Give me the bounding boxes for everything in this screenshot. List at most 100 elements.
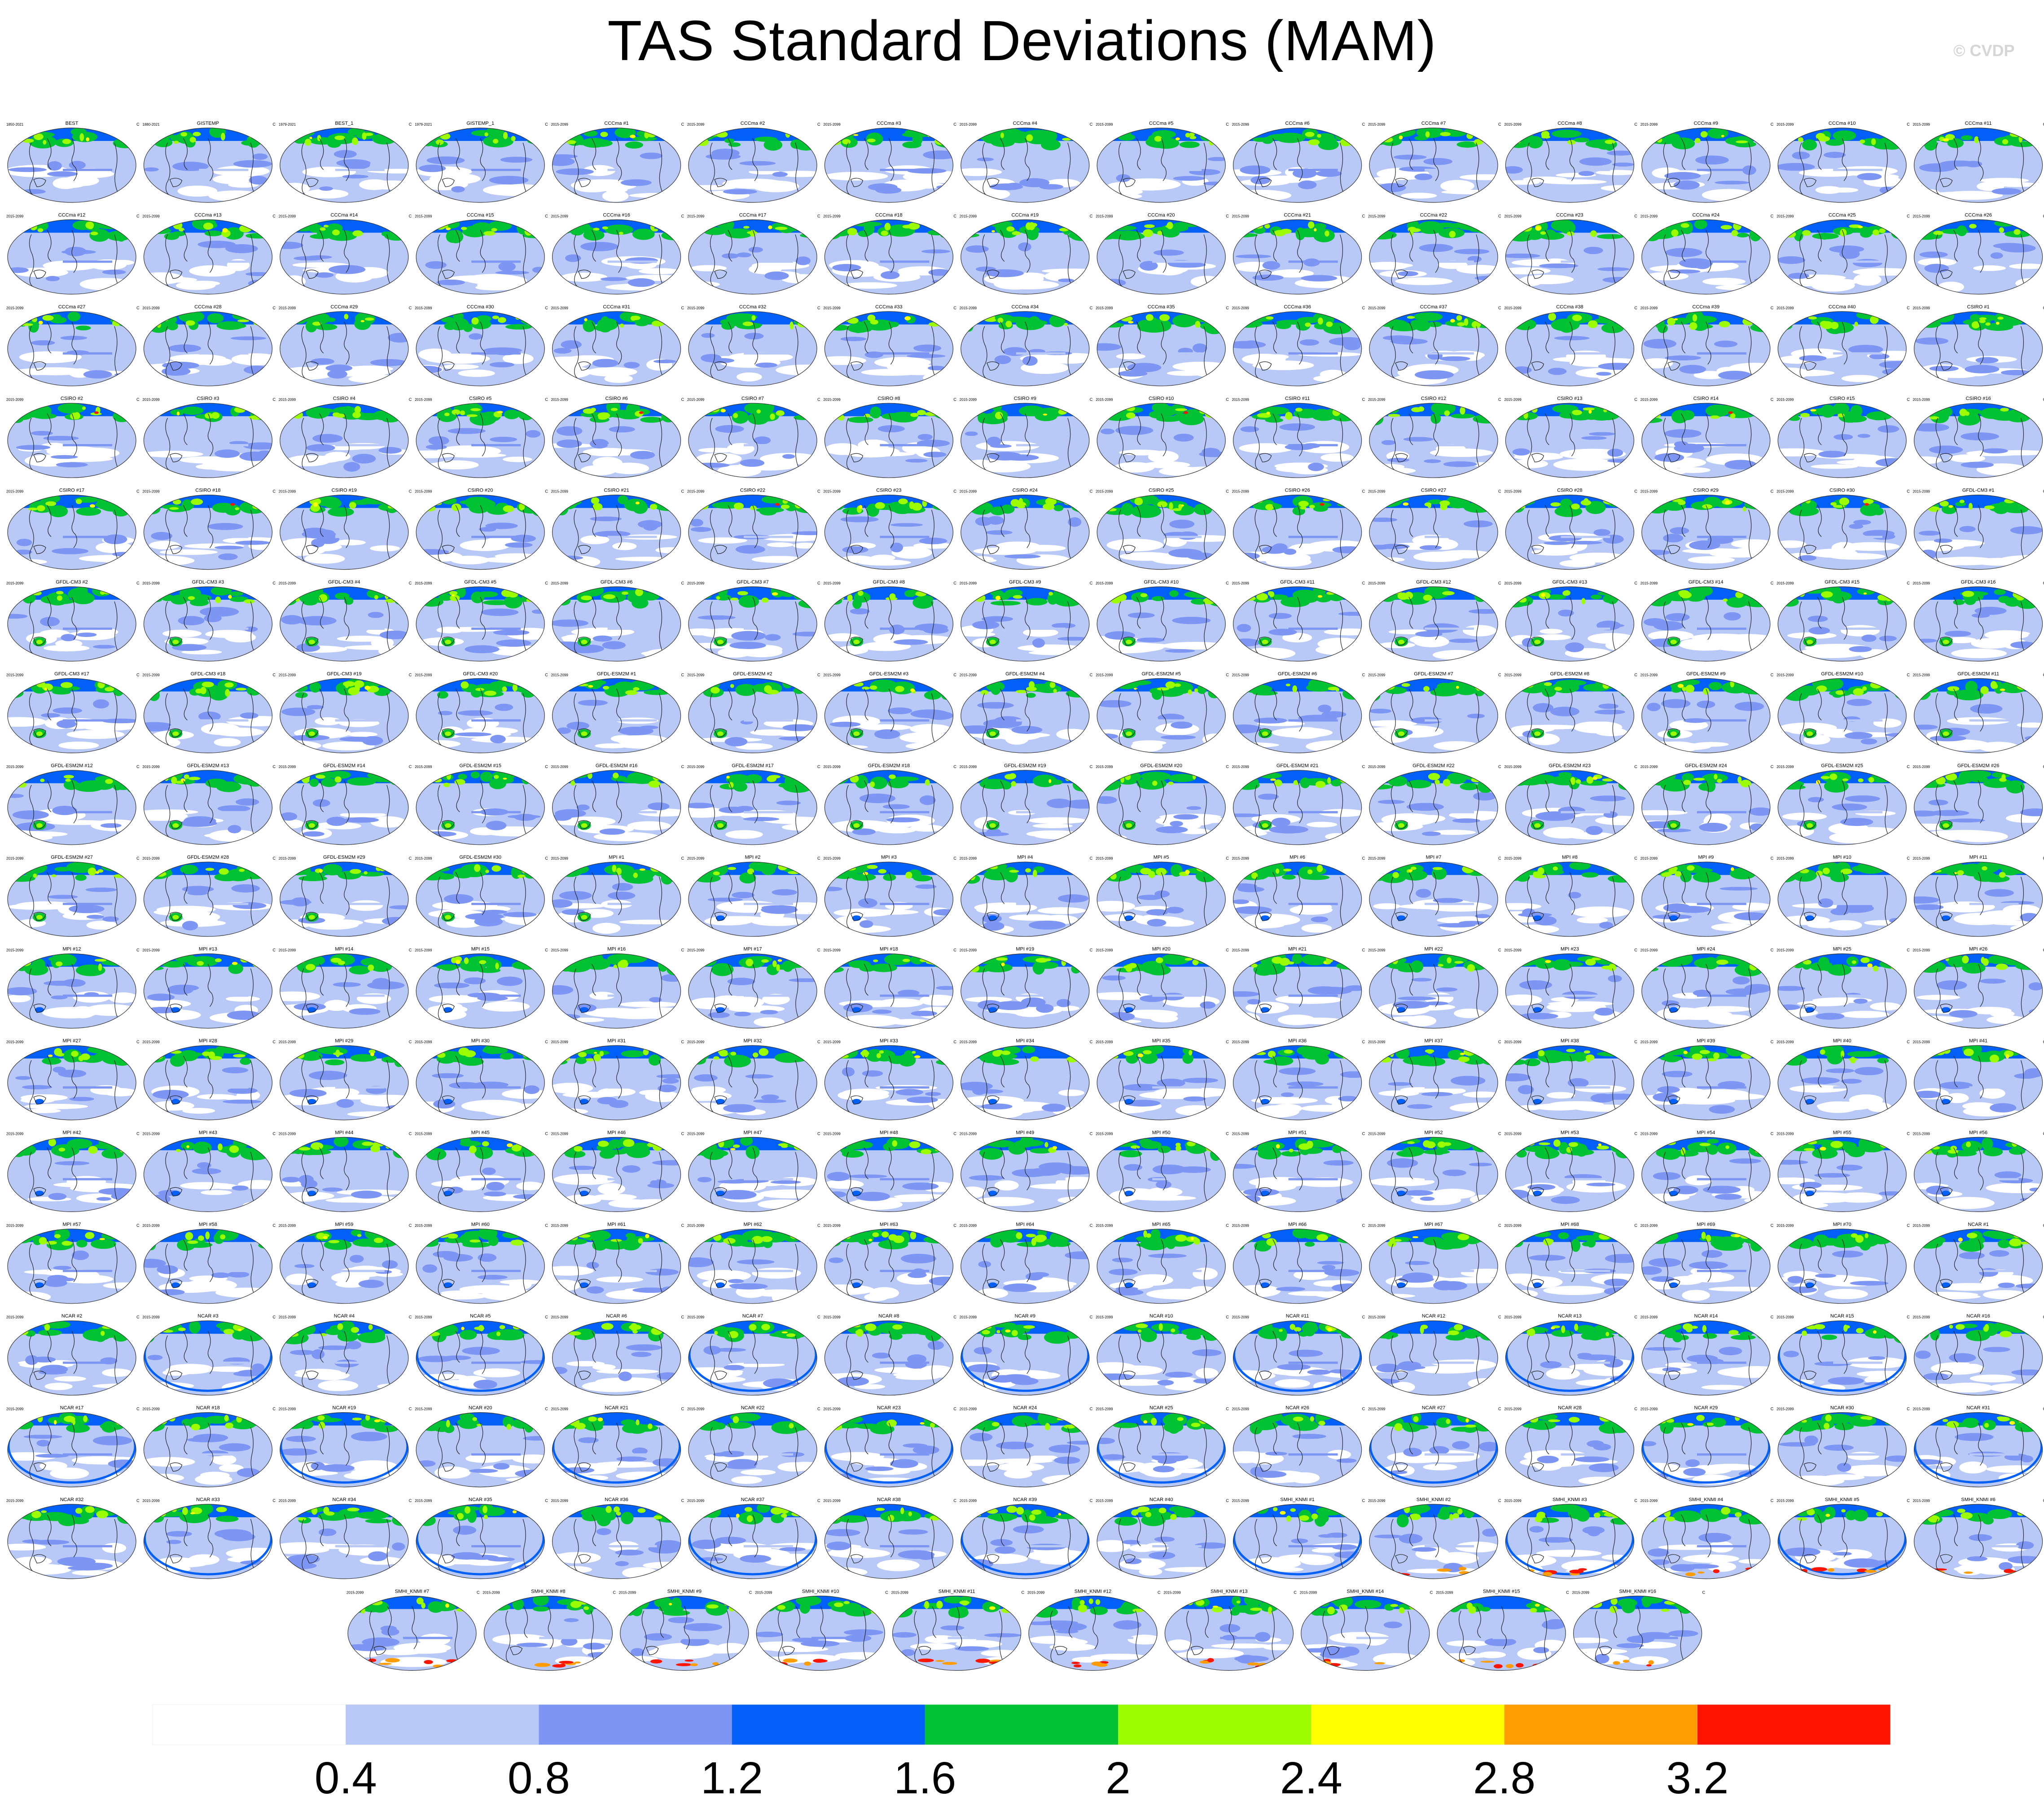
panel-period: 2015-2099 [551,581,569,585]
coastlines [1799,138,1888,196]
panel-period: 2015-2099 [6,214,24,218]
panel-title: CSIRO #9 [1014,396,1036,401]
coastlines [301,138,390,196]
map-panel: 2015-2099 GFDL-CM3 #2 C [6,580,140,662]
panel-title: CCCma #9 [1694,121,1718,126]
map-field [552,311,681,386]
panel-period: 2015-2099 [1913,306,1930,310]
panel-period: 2015-2099 [960,214,977,218]
map-field [144,403,272,478]
map-panel: 2015-2099 CCCma #8 C [1504,121,1637,203]
map-panel: 2015-2099 CCCma #30 C [415,304,548,386]
panel-units: C [1226,489,1229,494]
coastlines [29,505,118,563]
panel-title: CSIRO #4 [333,396,355,401]
panel-period: 2015-2099 [1368,306,1386,310]
panel-units: C [681,214,684,218]
panel-title: CCCma #7 [1421,121,1446,126]
map-field [1641,220,1770,294]
panel-period: 2015-2099 [1504,490,1522,494]
panel-title: CSIRO #23 [876,488,901,493]
panel-period: 2015-2099 [142,490,160,494]
coastlines [1663,138,1752,196]
panel-units: C [409,122,412,127]
map-panel: 2015-2099 CSIRO #17 C [6,488,140,570]
colorbar-swatch [1118,1704,1311,1745]
panel-units: C [272,397,276,402]
panel-units: C [1090,489,1093,494]
coastlines [982,505,1071,563]
panel-title: CCCma #40 [1829,304,1856,310]
panel-period: 2015-2099 [551,490,569,494]
panel-title: CCCma #17 [739,212,767,218]
panel-title: GFDL-CM3 #6 [601,580,633,585]
panel-title: CSIRO #19 [332,488,357,493]
map-field [416,220,545,294]
coastlines [165,597,254,655]
map-panel: 2015-2099 CSIRO #15 C [1776,396,1910,478]
map-field [1369,220,1498,294]
panel-period: 2015-2099 [1913,398,1930,402]
coastlines [1527,321,1616,380]
panel-period: 2015-2099 [1913,214,1930,218]
colorbar-tick-label: 0.4 [315,1753,377,1803]
panel-units: C [953,489,956,494]
coastlines [710,597,799,655]
panel-units: C [1771,122,1774,127]
colorbar-swatch [732,1704,925,1745]
coastlines [1527,230,1616,288]
panel-period: 2015-2099 [960,490,977,494]
map-field [8,495,136,570]
panel-period: 2015-2099 [279,490,296,494]
panel-units: C [272,122,276,127]
panel-units: C [1362,581,1365,585]
coastlines [1118,138,1207,196]
coastlines [438,413,526,471]
panel-title: CCCma #26 [1965,212,1992,218]
panel-units: C [1634,306,1637,310]
panel-title: CCCma #23 [1556,212,1583,218]
panel-title: CSIRO #18 [195,488,220,493]
panel-title: CSIRO #13 [1557,396,1582,401]
colorbar-swatch [539,1704,732,1745]
map-panel: 2015-2099 CCCma #24 C [1640,212,1774,294]
panel-period: 2015-2099 [415,398,432,402]
panel-units: C [1362,397,1365,402]
panel-period: 2015-2099 [1232,123,1250,127]
coastlines [1527,138,1616,196]
map-panel: 2015-2099 CCCma #15 C [415,212,548,294]
panel-title: CCCma #35 [1148,304,1175,310]
map-field [1233,128,1362,202]
panel-period: 2015-2099 [1640,123,1658,127]
panel-units: C [136,397,140,402]
panel-period: 2015-2099 [960,398,977,402]
map-panel: 2015-2099 CSIRO #3 C [142,396,276,478]
panel-period: 1979-2021 [415,123,432,127]
coastlines [165,138,254,196]
panel-title: CSIRO #10 [1149,396,1174,401]
panel-period: 2015-2099 [960,306,977,310]
coastlines [1663,230,1752,288]
map-field [1641,495,1770,570]
coastlines [29,321,118,380]
panel-title: CCCma #6 [1285,121,1309,126]
panel-title: GFDL-CM3 #7 [737,580,769,585]
coastlines [710,505,799,563]
cvdp-watermark: © CVDP [1953,41,2015,60]
map-field [1097,495,1226,570]
panel-title: CCCma #4 [1013,121,1037,126]
panel-units: C [1226,306,1229,310]
colorbar-swatch [153,1704,346,1745]
panel-units: C [409,581,412,585]
map-field [416,403,545,478]
panel-period: 2015-2099 [551,398,569,402]
panel-title: CCCma #22 [1420,212,1447,218]
panel-units: C [1907,122,1910,127]
panel-title: GFDL-CM3 #1 [1962,488,1995,493]
panel-title: CCCma #21 [1284,212,1311,218]
coastlines [1254,138,1344,196]
panel-period: 2015-2099 [279,398,296,402]
panel-units: C [1362,489,1365,494]
coastlines [1254,505,1344,563]
